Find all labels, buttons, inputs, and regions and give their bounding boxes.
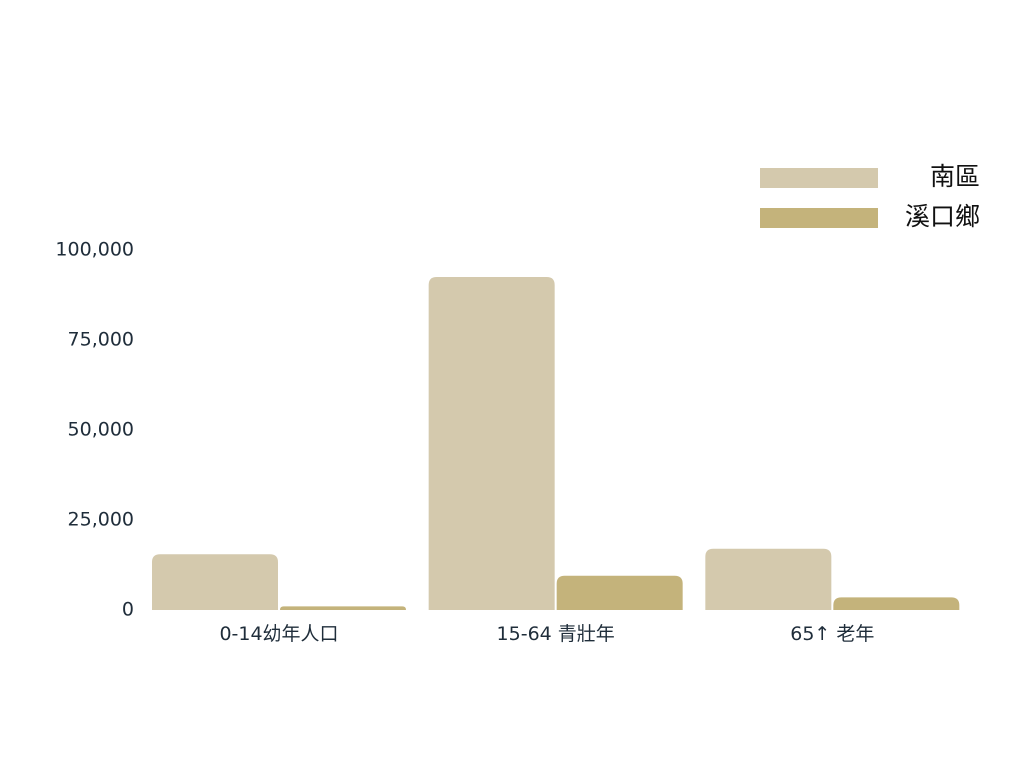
bar-2-1 [833,597,960,610]
y-tick-label: 50,000 [68,419,134,441]
bar-1-1 [556,575,683,610]
legend-label: 南區 [930,162,980,191]
y-tick-label: 0 [122,599,134,621]
bar-1-0 [428,277,555,610]
y-tick-label: 25,000 [68,509,134,531]
legend-label: 溪口鄉 [905,202,980,231]
y-axis: 0 25,000 50,000 75,000 100,000 [55,239,134,621]
x-axis: 0-14幼年人口 15-64 青壯年 65↑ 老年 [219,623,874,645]
legend-swatch [760,168,878,188]
x-category-label: 0-14幼年人口 [219,623,338,645]
bar-0-0 [152,554,278,610]
legend-swatch [760,208,878,228]
y-tick-label: 100,000 [55,239,134,261]
bar-0-1 [280,606,406,610]
bars [152,277,960,610]
bar-2-0 [705,548,832,610]
y-tick-label: 75,000 [68,329,134,351]
x-category-label: 65↑ 老年 [790,623,874,645]
x-category-label: 15-64 青壯年 [497,623,615,645]
